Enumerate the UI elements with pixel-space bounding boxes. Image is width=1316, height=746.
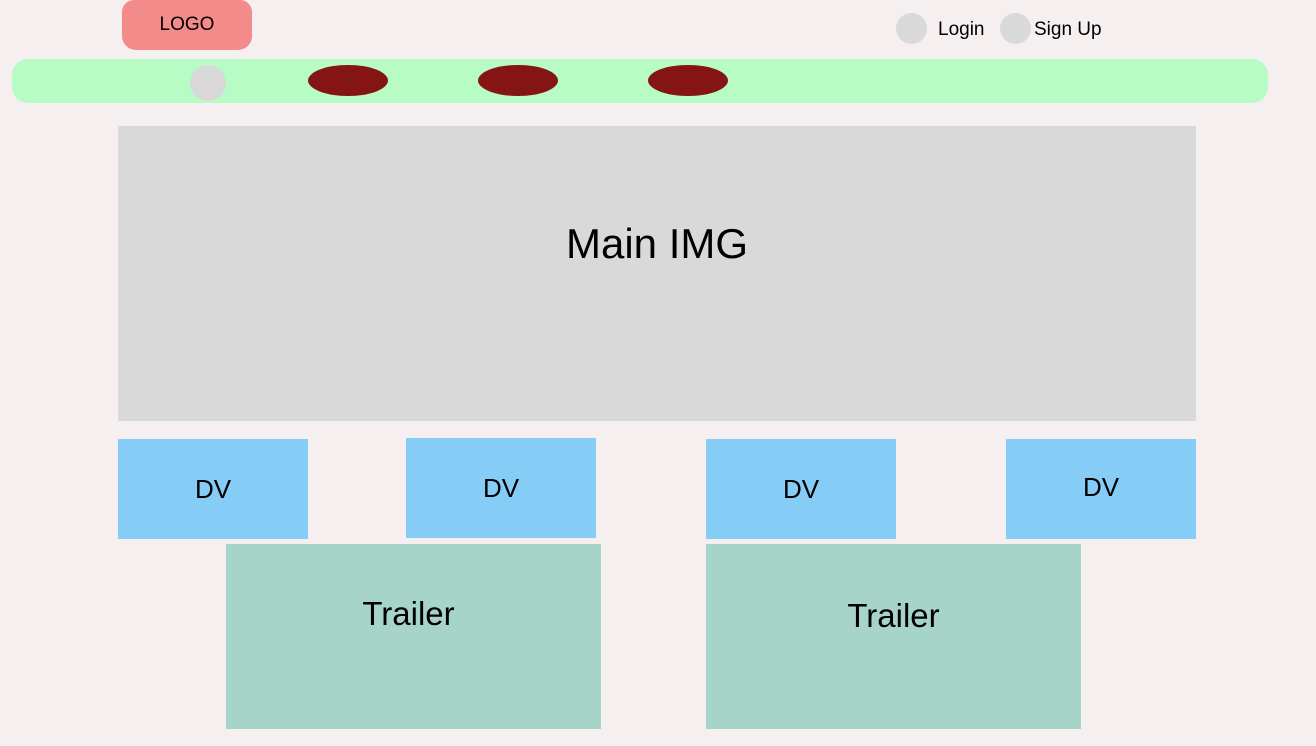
- trailer-label: Trailer: [847, 597, 940, 634]
- nav-item-3[interactable]: [648, 65, 728, 96]
- dv-card-4[interactable]: DV: [1006, 439, 1196, 539]
- nav-home-icon[interactable]: [190, 65, 226, 101]
- dv-card-3[interactable]: DV: [706, 439, 896, 539]
- dv-card-label: DV: [782, 473, 820, 504]
- signup-avatar-icon: [1000, 13, 1031, 44]
- dv-card-label: DV: [1082, 471, 1120, 502]
- signup-link[interactable]: Sign Up: [1034, 19, 1102, 40]
- logo[interactable]: LOGO: [122, 0, 252, 50]
- main-image-label: Main IMG: [565, 220, 749, 267]
- nav-item-2[interactable]: [478, 65, 558, 96]
- login-link[interactable]: Login: [938, 19, 985, 40]
- trailer-1[interactable]: Trailer: [226, 544, 601, 729]
- trailer-2[interactable]: Trailer: [706, 544, 1081, 729]
- trailer-label: Trailer: [362, 595, 455, 632]
- dv-card-2[interactable]: DV: [406, 438, 596, 538]
- main-image: Main IMG: [118, 126, 1196, 421]
- login-avatar-icon: [896, 13, 927, 44]
- dv-card-label: DV: [194, 473, 232, 504]
- dv-card-1[interactable]: DV: [118, 439, 308, 539]
- nav-item-1[interactable]: [308, 65, 388, 96]
- dv-card-label: DV: [482, 472, 520, 503]
- logo-label: LOGO: [159, 14, 215, 35]
